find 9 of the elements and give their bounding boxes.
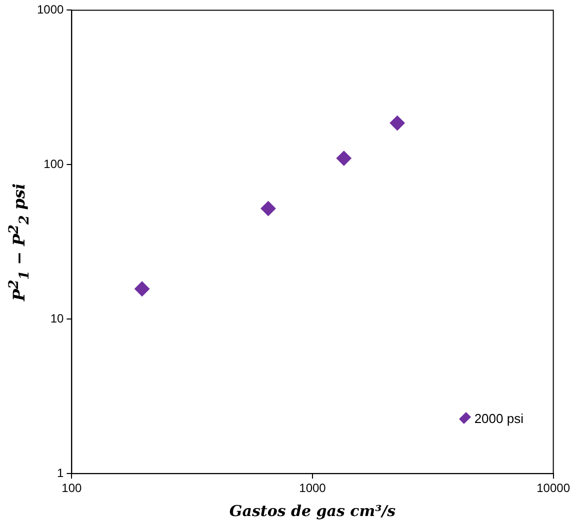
- y-tick-label: 1: [57, 466, 64, 480]
- x-tick-label: 1000: [299, 481, 326, 496]
- y-tick-label: 10: [50, 311, 64, 326]
- legend-label: 2000 psi: [474, 410, 524, 426]
- x-tick-label: 100: [62, 481, 82, 496]
- y-tick-label: 100: [44, 156, 64, 171]
- x-tick-label: 10000: [536, 481, 570, 496]
- y-tick-label: 1000: [36, 2, 64, 17]
- x-axis-title: Gastos de gas cm³/s: [229, 502, 396, 520]
